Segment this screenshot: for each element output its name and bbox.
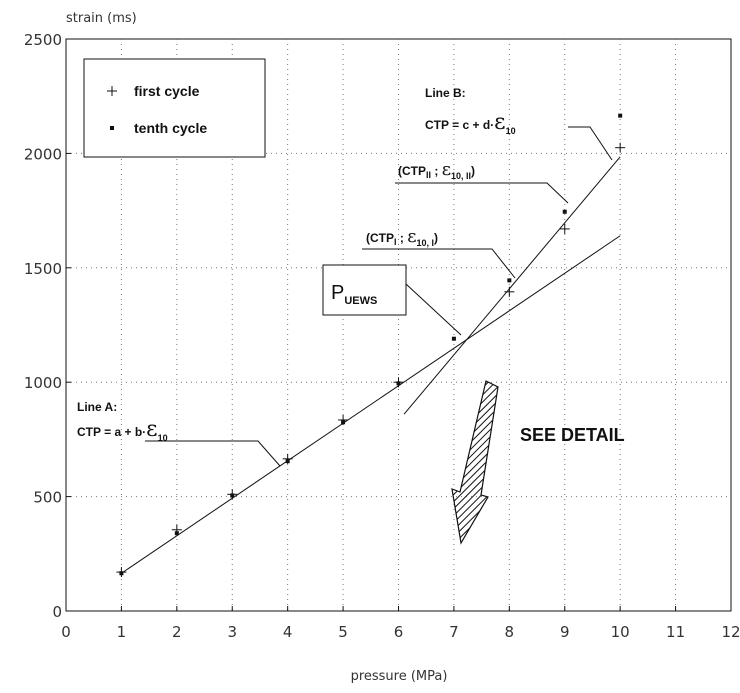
x-tick-label-12: 12	[721, 623, 740, 641]
legend-label-tenth-cycle: tenth cycle	[134, 120, 207, 136]
line-b-annotation: Line B: CTP = c + d·ε10	[425, 86, 613, 161]
fit-lines	[121, 156, 621, 574]
line-b-title: Line B:	[425, 86, 466, 100]
point-tenth-cycle-6	[451, 336, 456, 341]
puews-box	[322, 264, 407, 316]
legend-marker-plus	[107, 86, 117, 96]
puews-annotation: PUEWS	[322, 264, 462, 336]
puews-label: PUEWS	[331, 282, 377, 307]
line-a-equation: CTP = a + b·ε10	[77, 417, 168, 443]
y-tick-label-4: 2000	[24, 145, 62, 163]
point-tenth-cycle-0	[119, 571, 124, 576]
ctp-ii-label: (CTPII ; ε10, II)	[398, 159, 475, 181]
line-b-equation: CTP = c + d·ε10	[425, 110, 516, 136]
y-tick-label-5: 2500	[24, 31, 62, 49]
point-tenth-cycle-3	[285, 459, 290, 464]
point-first-cycle-7	[559, 223, 570, 234]
fit-line-b	[403, 156, 621, 415]
x-tick-label-2: 2	[172, 623, 182, 641]
ctp-ii-annotation: (CTPII ; ε10, II)	[395, 159, 569, 204]
see-detail-label: SEE DETAIL	[520, 425, 625, 445]
ctp-i-label: (CTPI ; ε10, I)	[366, 226, 438, 248]
x-tick-label-11: 11	[666, 623, 685, 641]
y-axis-title: strain (ms)	[66, 11, 137, 26]
point-first-cycle-8	[615, 142, 626, 153]
x-tick-label-5: 5	[338, 623, 348, 641]
legend-label-first-cycle: first cycle	[134, 83, 200, 99]
legend-marker-square	[110, 126, 114, 130]
y-tick-label-1: 500	[33, 489, 62, 507]
y-tick-label-2: 1000	[24, 374, 62, 392]
see-detail-arrow: SEE DETAIL	[451, 380, 625, 545]
data-points	[116, 113, 626, 578]
legend-box	[83, 58, 266, 158]
x-tick-label-7: 7	[449, 623, 459, 641]
fit-line-a	[121, 235, 621, 574]
x-tick-label-8: 8	[505, 623, 515, 641]
x-tick-label-6: 6	[394, 623, 404, 641]
y-tick-label-3: 1500	[24, 260, 62, 278]
point-tenth-cycle-7	[507, 278, 512, 283]
point-tenth-cycle-1	[174, 531, 179, 536]
x-tick-label-9: 9	[560, 623, 570, 641]
point-first-cycle-6	[504, 286, 515, 297]
x-tick-label-1: 1	[117, 623, 127, 641]
point-tenth-cycle-9	[618, 113, 623, 118]
point-tenth-cycle-5	[396, 381, 401, 386]
x-tick-label-3: 3	[227, 623, 237, 641]
line-a-title: Line A:	[77, 400, 117, 414]
point-tenth-cycle-8	[562, 209, 567, 214]
line-a-annotation: Line A: CTP = a + b·ε10	[77, 400, 281, 467]
ctp-i-annotation: (CTPI ; ε10, I)	[362, 226, 516, 279]
x-tick-label-4: 4	[283, 623, 293, 641]
x-tick-label-0: 0	[61, 623, 71, 641]
y-tick-label-0: 0	[52, 603, 62, 621]
point-tenth-cycle-4	[341, 420, 346, 425]
hatched-arrow-icon	[451, 380, 499, 545]
legend: first cycle tenth cycle	[83, 58, 266, 158]
x-axis-title: pressure (MPa)	[351, 669, 448, 684]
x-tick-label-10: 10	[611, 623, 630, 641]
point-tenth-cycle-2	[230, 493, 235, 498]
